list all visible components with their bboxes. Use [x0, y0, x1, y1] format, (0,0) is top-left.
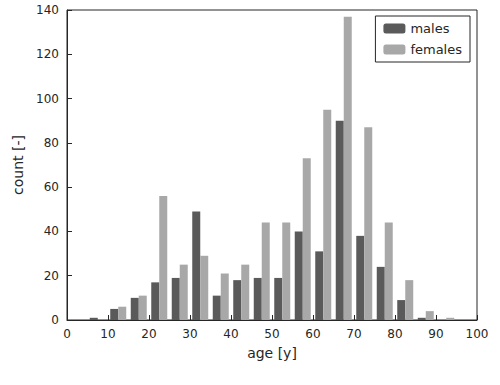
- svg-text:100: 100: [36, 92, 59, 106]
- svg-text:0: 0: [63, 327, 71, 341]
- svg-text:females: females: [410, 42, 462, 57]
- svg-text:140: 140: [36, 3, 59, 17]
- svg-text:10: 10: [100, 327, 115, 341]
- svg-text:20: 20: [44, 269, 59, 283]
- svg-text:30: 30: [182, 327, 197, 341]
- svg-text:120: 120: [36, 47, 59, 61]
- svg-text:40: 40: [223, 327, 238, 341]
- svg-text:80: 80: [387, 327, 402, 341]
- svg-text:0: 0: [51, 313, 59, 327]
- svg-text:50: 50: [264, 327, 279, 341]
- svg-text:age [y]: age [y]: [247, 345, 297, 361]
- svg-text:males: males: [410, 21, 449, 36]
- svg-text:60: 60: [305, 327, 320, 341]
- svg-text:90: 90: [428, 327, 443, 341]
- svg-text:20: 20: [141, 327, 156, 341]
- svg-text:60: 60: [44, 180, 59, 194]
- svg-text:100: 100: [466, 327, 489, 341]
- svg-text:count [-]: count [-]: [10, 135, 26, 195]
- svg-text:70: 70: [346, 327, 361, 341]
- svg-text:40: 40: [44, 224, 59, 238]
- svg-text:80: 80: [44, 136, 59, 150]
